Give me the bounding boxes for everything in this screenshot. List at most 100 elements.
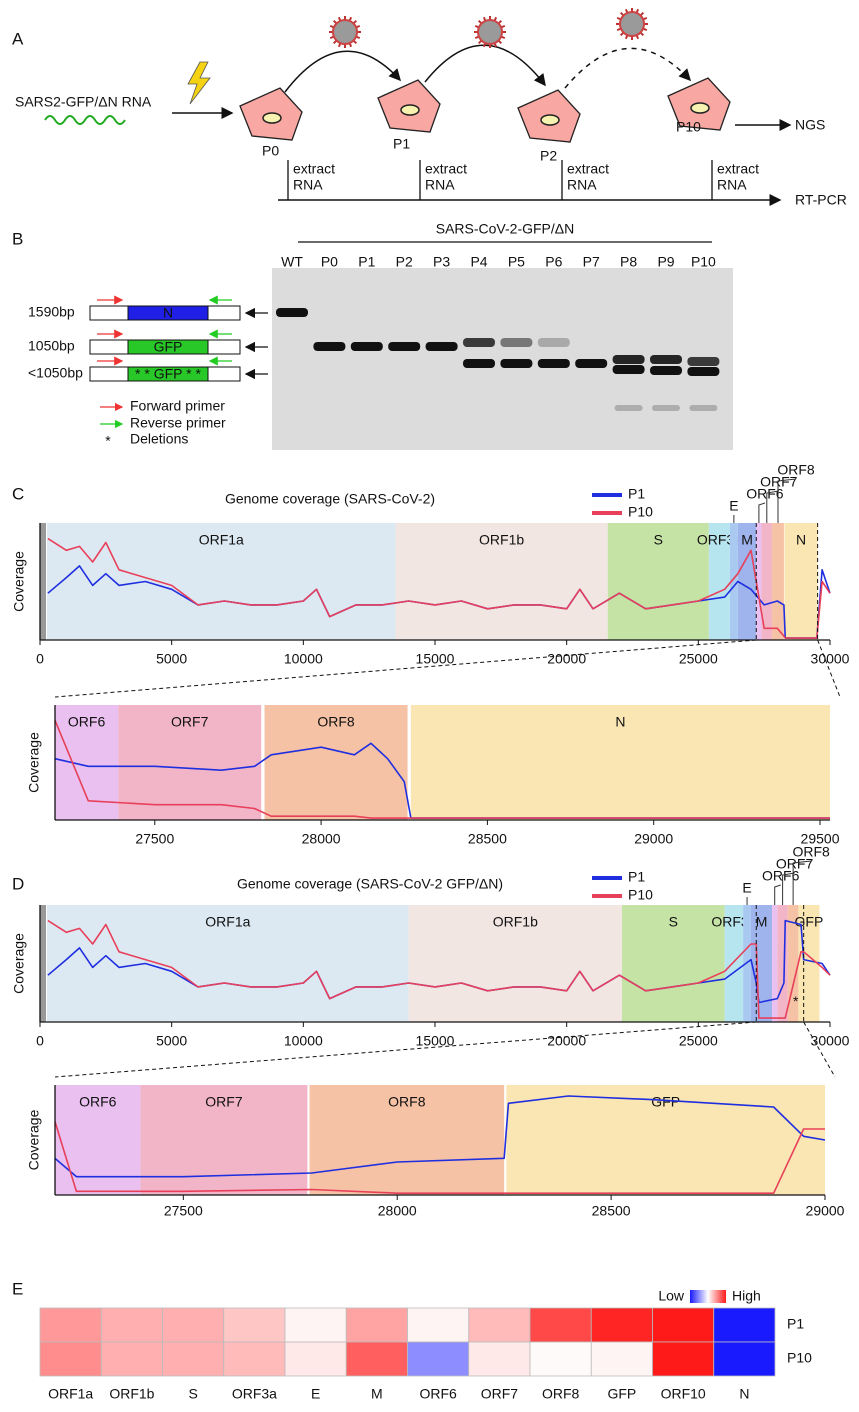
x-tick-label: 15000 [416,651,455,667]
region-label: ORF6 [79,1094,117,1110]
heat-cell [162,1307,225,1343]
legend-label: P1 [628,869,645,885]
gel-band [388,342,421,351]
gap [40,905,46,1022]
heat-cell [407,1341,470,1377]
colorbar-label: Low [658,1288,685,1304]
region [47,905,409,1022]
zoom-guide [817,639,841,698]
rna-wave [44,115,126,125]
label: B [12,229,23,248]
label: P6 [545,254,562,270]
col-label: ORF1a [48,1386,93,1402]
x-tick-label: 27500 [164,1203,203,1219]
x-tick-label: 27500 [135,831,174,847]
gap [40,523,46,640]
coverage-line [47,919,831,1019]
passage-arrow [564,47,692,89]
heat-cell [529,1307,592,1343]
region-label: ORF6 [762,868,800,884]
zoom-guide [54,639,757,698]
label: P10 [691,254,716,270]
label: P2 [396,254,413,270]
panel-label: E [12,1279,23,1298]
region-label: ORF7 [776,856,814,872]
region [787,905,799,1022]
row-label: P10 [787,1350,812,1366]
region-label: ORF6 [68,714,106,730]
passage-arrow [424,44,546,87]
heat-cell [407,1307,470,1343]
label: P7 [583,254,600,270]
gel-band [537,338,570,347]
zoom-guide [54,1021,757,1078]
region-label: ORF1a [199,532,244,548]
label: P1 [393,136,410,152]
x-tick-label: 10000 [284,1033,323,1049]
region [784,523,818,640]
row-label: P1 [787,1316,804,1332]
region-label: ORF8 [388,1094,426,1110]
region-label: E [729,498,738,514]
x-tick-label: 29500 [801,831,840,847]
col-label: ORF8 [542,1386,580,1402]
col-label: S [188,1386,197,1402]
region [408,905,622,1022]
x-tick-label: 0 [36,1033,44,1049]
label: <1050bp [28,365,83,381]
label: P5 [508,254,525,270]
x-tick-label: 15000 [416,1033,455,1049]
region-label: ORF1a [205,914,250,930]
panel-label: D [12,874,24,893]
region-label: GFP [651,1094,680,1110]
gel-band [650,355,682,364]
legend-label: P1 [628,486,645,502]
label: WT [281,254,303,270]
leader [766,490,779,523]
col-label: N [739,1386,749,1402]
x-tick-label: 28000 [302,831,341,847]
insert [127,339,209,355]
x-tick-label: 29000 [634,831,673,847]
virus [477,19,503,45]
legend-label: P10 [628,887,653,903]
gel-band [687,367,720,376]
coverage-line [54,720,830,819]
region-label: S [654,532,663,548]
region-label: ORF1b [493,914,538,930]
region-label: M [756,914,768,930]
heat-cell [162,1341,225,1377]
col-label: ORF3a [232,1386,277,1402]
region-label: ORF7 [171,714,209,730]
label: RT-PCR [795,192,847,208]
heat-cell [713,1307,776,1343]
col-label: ORF6 [419,1386,457,1402]
coverage-line [54,1095,826,1178]
x-tick-label: 25000 [679,651,718,667]
heat-cell [590,1341,653,1377]
leader [774,884,781,905]
heat-cell [345,1307,408,1343]
label: P0 [262,143,279,159]
gel-band [650,366,682,375]
x-tick-label: 0 [36,651,44,667]
y-axis-label: Coverage [26,732,42,793]
x-tick-label: 29000 [806,1203,845,1219]
label: Reverse primer [130,415,226,431]
gel-band [463,338,495,347]
heat-cell [529,1341,592,1377]
x-tick-label: 25000 [679,1033,718,1049]
heat-cell [223,1341,286,1377]
label: extract [567,161,609,177]
col-label: E [311,1386,320,1402]
col-label: ORF1b [109,1386,154,1402]
x-tick-label: 28500 [592,1203,631,1219]
region [724,905,744,1022]
leader [792,860,812,905]
label: Deletions [130,431,188,447]
gel-band [500,338,533,347]
region-label: ORF7 [760,474,798,490]
heat-cell [345,1341,408,1377]
label: RNA [717,177,747,193]
coverage-line [54,742,830,819]
